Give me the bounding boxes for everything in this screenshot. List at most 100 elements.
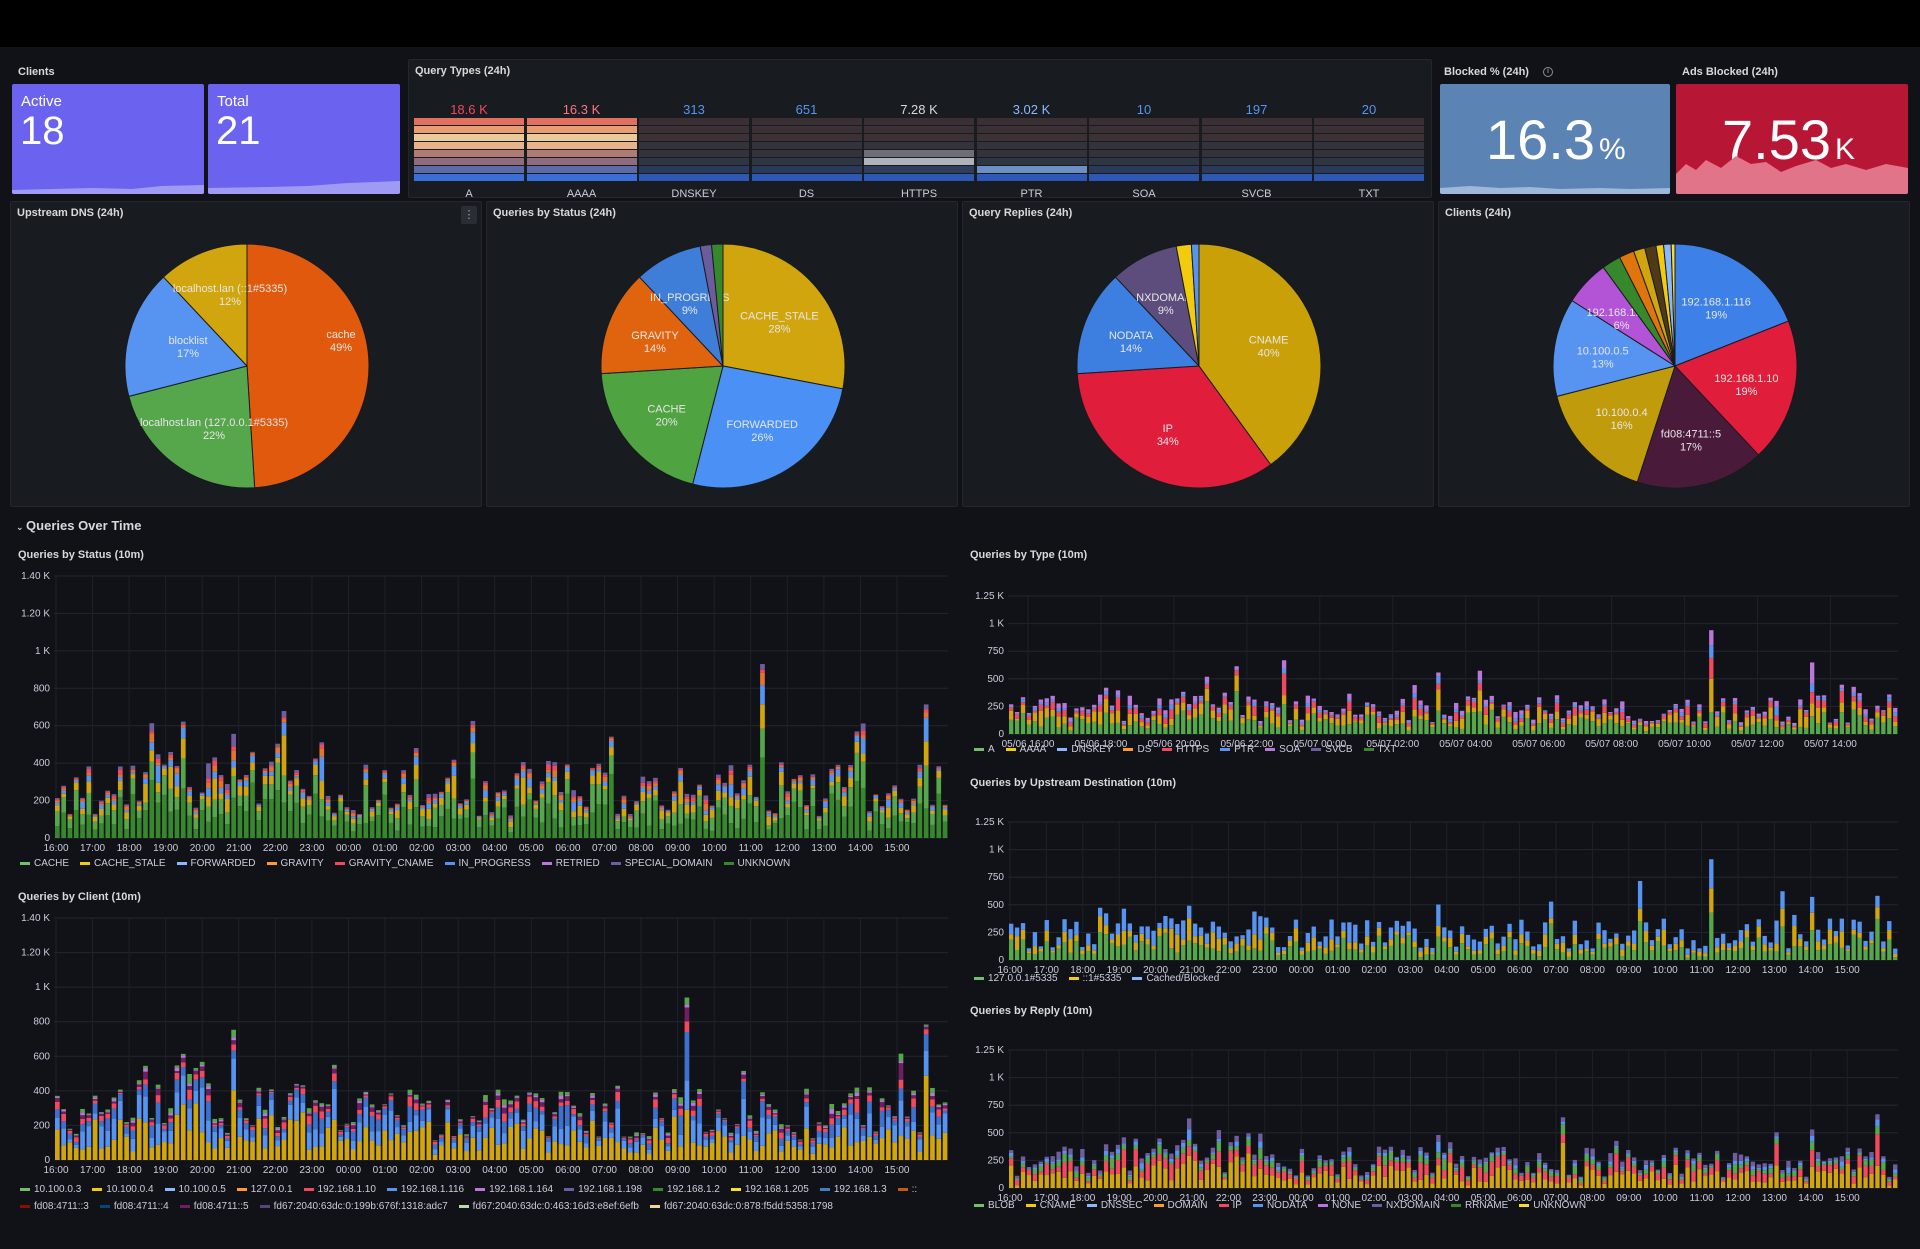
bar-segment: [1365, 920, 1370, 937]
legend-item[interactable]: ::1#5335: [1068, 973, 1121, 984]
legend-item[interactable]: fd08:4711::5: [179, 1198, 249, 1215]
legend-item[interactable]: 192.168.1.164: [475, 1181, 553, 1198]
pie-slice[interactable]: [1076, 365, 1272, 489]
bar-segment: [1584, 1153, 1589, 1155]
bar-segment: [1525, 706, 1530, 709]
bar-segment: [300, 1088, 306, 1095]
bar-segment: [1572, 934, 1577, 945]
legend-item[interactable]: 192.168.1.2: [653, 1181, 720, 1198]
legend-item[interactable]: 192.168.1.116: [386, 1181, 464, 1198]
legend-item[interactable]: RRNAME: [1450, 1200, 1508, 1211]
bar-segment: [124, 1126, 129, 1134]
legend-item[interactable]: fd08:4711::4: [99, 1198, 169, 1215]
legend-item[interactable]: A: [974, 744, 995, 755]
pie-slice[interactable]: [710, 243, 724, 367]
legend-item[interactable]: PTR: [1220, 744, 1254, 755]
legend-item[interactable]: 192.168.1.205: [730, 1181, 809, 1198]
legend-item[interactable]: CACHE: [20, 858, 69, 869]
bar-segment: [1115, 1160, 1121, 1174]
pie-slice[interactable]: [722, 243, 846, 390]
legend-item[interactable]: DS: [1123, 744, 1151, 755]
legend-item[interactable]: Cached/Blocked: [1132, 973, 1219, 984]
legend-item[interactable]: RETRIED: [541, 858, 600, 869]
bar-segment: [1851, 929, 1856, 935]
legend-item[interactable]: DOMAIN: [1153, 1200, 1208, 1211]
pie-slice[interactable]: [1556, 365, 1676, 483]
bar-segment: [193, 814, 199, 818]
pie-slice[interactable]: [1636, 365, 1760, 489]
legend-item[interactable]: 192.168.1.10: [303, 1181, 376, 1198]
x-tick-label: 01:00: [1325, 965, 1350, 976]
legend-item[interactable]: fd67:2040:63dc:0:878:f5dd:5358:1798: [649, 1198, 833, 1215]
legend-item[interactable]: TXT: [1363, 744, 1396, 755]
legend-item[interactable]: UNKNOWN: [723, 858, 790, 869]
legend-item[interactable]: SPECIAL_DOMAIN: [610, 858, 713, 869]
legend-item[interactable]: UNKNOWN: [1519, 1200, 1586, 1211]
legend-item[interactable]: 127.0.0.1: [236, 1181, 293, 1198]
bar-segment: [1365, 1172, 1370, 1175]
bar-segment: [703, 828, 709, 838]
legend-item[interactable]: CACHE_STALE: [80, 858, 166, 869]
bar-segment: [1014, 714, 1020, 719]
row-toggle-queries-over-time[interactable]: ⌄ Queries Over Time: [16, 518, 141, 533]
legend-item[interactable]: NODATA: [1252, 1200, 1307, 1211]
bar-segment: [281, 735, 287, 776]
legend-item[interactable]: 10.100.0.5: [164, 1181, 226, 1198]
legend-item[interactable]: fd67:2040:63dc:0:199b:676f:1318:adc7: [259, 1198, 448, 1215]
bar-segment: [1661, 719, 1666, 722]
pie-slice[interactable]: [1674, 243, 1790, 367]
pie-slice[interactable]: [1552, 299, 1677, 397]
bar-segment: [1768, 1173, 1773, 1178]
bar-segment: [1050, 947, 1055, 951]
bar-segment: [930, 824, 935, 838]
bar-segment: [1881, 1158, 1886, 1163]
legend-item[interactable]: DNSSEC: [1086, 1200, 1143, 1211]
bar-segment: [879, 806, 885, 808]
legend-item[interactable]: CNAME: [1025, 1200, 1076, 1211]
pie-slice[interactable]: [1670, 243, 1676, 367]
legend-item[interactable]: 192.168.1.198: [564, 1181, 642, 1198]
legend-item[interactable]: 10.100.0.4: [92, 1181, 154, 1198]
bar-segment: [577, 1120, 583, 1126]
legend-item[interactable]: FORWARDED: [176, 858, 256, 869]
bar-segment: [287, 1119, 293, 1160]
legend-item[interactable]: ::: [897, 1181, 917, 1198]
legend-item[interactable]: HTTPS: [1162, 744, 1209, 755]
legend-item[interactable]: SVCB: [1311, 744, 1353, 755]
legend-item[interactable]: AAAA: [1005, 744, 1046, 755]
legend-item[interactable]: GRAVITY: [266, 858, 324, 869]
bar-segment: [1857, 700, 1862, 708]
pie-slice[interactable]: [600, 365, 724, 485]
bar-segment: [218, 799, 224, 815]
legend-item[interactable]: NXDOMAIN: [1372, 1200, 1440, 1211]
legend-item[interactable]: 192.168.1.3: [819, 1181, 887, 1198]
pie-slice[interactable]: [128, 365, 256, 489]
legend-item[interactable]: DNSKEY: [1057, 744, 1112, 755]
legend-item[interactable]: SOA: [1265, 744, 1300, 755]
bar-segment: [716, 807, 721, 838]
pie-slice[interactable]: [1076, 276, 1201, 375]
panel-menu-icon[interactable]: ⋮: [461, 206, 477, 224]
legend-item[interactable]: 10.100.0.3: [20, 1181, 81, 1198]
pie-slice[interactable]: [600, 276, 725, 375]
bar-segment: [1222, 1173, 1227, 1175]
legend-item[interactable]: NONE: [1318, 1200, 1361, 1211]
pie-slice[interactable]: [162, 243, 248, 368]
legend-item[interactable]: 127.0.0.1#5335: [974, 973, 1058, 984]
bar-segment: [1738, 725, 1744, 727]
pie-slice[interactable]: [1190, 243, 1200, 367]
pie-slice[interactable]: [1198, 243, 1322, 466]
legend-item[interactable]: IP: [1218, 1200, 1242, 1211]
legend-item[interactable]: GRAVITY_CNAME: [334, 858, 434, 869]
pie-slice[interactable]: [124, 276, 248, 397]
legend-item[interactable]: fd67:2040:63dc:0:463:16d3:e8ef:6efb: [458, 1198, 639, 1215]
bar-segment: [1780, 723, 1785, 726]
pie-slice[interactable]: [692, 365, 844, 489]
info-icon[interactable]: i: [1542, 67, 1553, 78]
legend-item[interactable]: IN_PROGRESS: [444, 858, 531, 869]
pie-slice[interactable]: [246, 243, 370, 489]
legend-item[interactable]: BLOB: [974, 1200, 1015, 1211]
legend-item[interactable]: fd08:4711::3: [20, 1198, 89, 1215]
bar-segment: [1501, 1155, 1506, 1166]
pie-slice[interactable]: [1674, 320, 1798, 456]
